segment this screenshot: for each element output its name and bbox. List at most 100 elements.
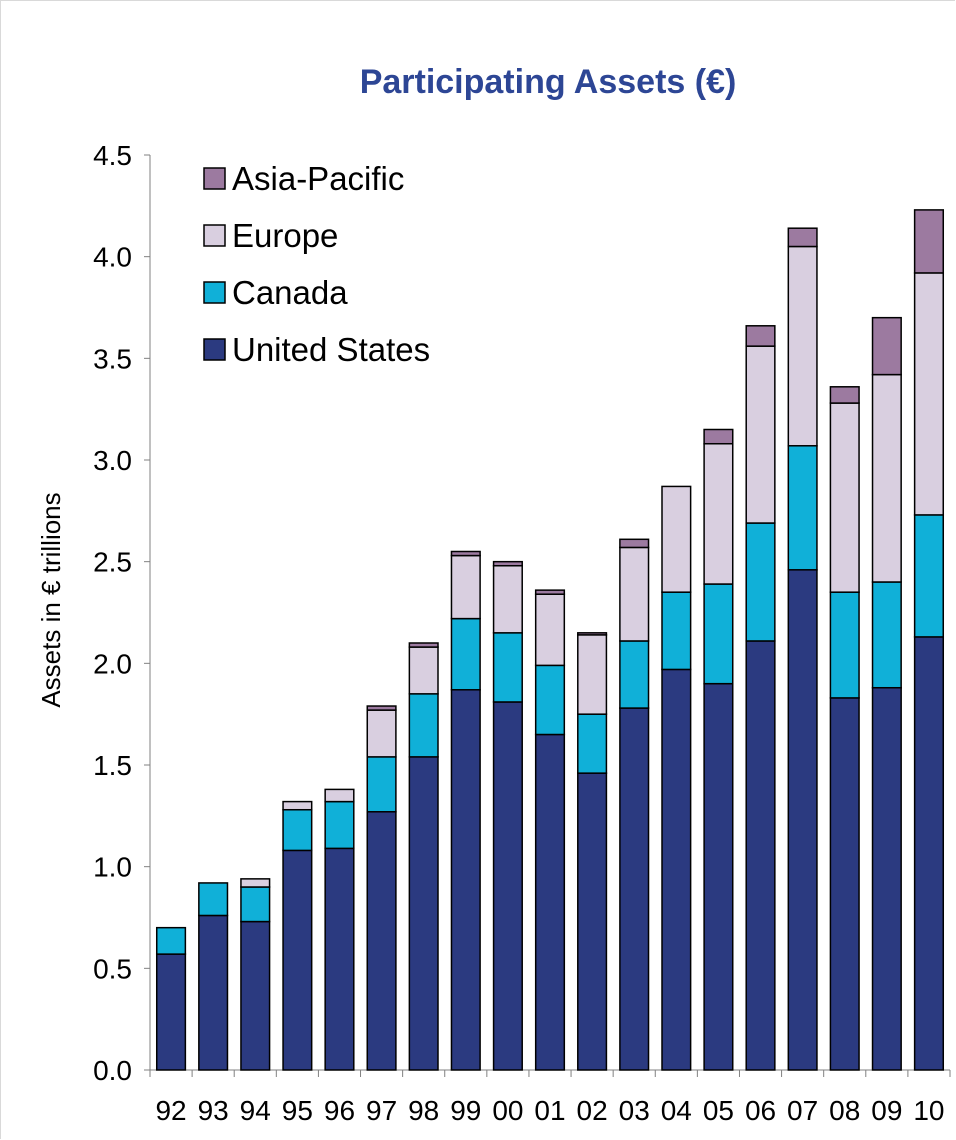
bar-segment-canada [324, 800, 355, 850]
bar-segment-united-states [577, 772, 608, 1071]
y-tick-label: 2.0 [93, 648, 132, 679]
y-tick-label: 4.5 [93, 140, 132, 171]
bar-segment-canada [913, 514, 945, 638]
bar-segment-united-states [408, 756, 439, 1071]
bar-segment-canada [198, 882, 229, 917]
bar-segment-united-states [745, 640, 776, 1071]
bar-segment-asia-pacific [871, 316, 902, 376]
bar-segment-canada [450, 617, 481, 691]
x-tick-label: 02 [577, 1095, 608, 1126]
bar-segment-europe [534, 593, 566, 667]
x-tick-label: 03 [619, 1095, 650, 1126]
bar-segment-united-states [492, 701, 523, 1071]
bar-segment-united-states [240, 920, 271, 1071]
x-tick-label: 10 [913, 1095, 944, 1126]
bar-segment-europe [619, 546, 650, 642]
x-tick-label: 93 [198, 1095, 229, 1126]
bar-segment-europe [324, 788, 355, 803]
bar-segment-europe [450, 554, 481, 620]
y-tick-label: 0.0 [93, 1055, 132, 1086]
x-tick-label: 96 [324, 1095, 355, 1126]
x-tick-label: 92 [155, 1095, 186, 1126]
bar-segment-europe [492, 564, 523, 634]
x-tick-label: 94 [240, 1095, 271, 1126]
x-tick-label: 07 [787, 1095, 818, 1126]
bar-segment-europe [661, 485, 692, 593]
y-tick-label: 3.0 [93, 445, 132, 476]
bar-segment-asia-pacific [534, 589, 566, 595]
bar-segment-canada [829, 591, 860, 699]
x-tick-label: 08 [829, 1095, 860, 1126]
bar-segment-canada [619, 640, 650, 709]
x-tick-label: 06 [745, 1095, 776, 1126]
y-axis-label: Assets in € trillions [36, 492, 66, 707]
bar-segment-united-states [450, 689, 481, 1071]
y-tick-label: 4.0 [93, 242, 132, 273]
bar-segment-united-states [155, 953, 187, 1071]
bar-segment-europe [366, 709, 397, 758]
bar-segment-europe [871, 373, 902, 583]
bar-segment-united-states [619, 707, 650, 1071]
bar-segment-canada [661, 591, 692, 671]
bar-segment-asia-pacific [408, 642, 439, 648]
legend-swatch [203, 167, 226, 190]
bar-segment-europe [787, 245, 818, 447]
bar-segment-canada [366, 756, 397, 813]
bar-segment-united-states [913, 636, 945, 1071]
bar-segment-asia-pacific [745, 325, 776, 347]
x-tick-label: 95 [282, 1095, 313, 1126]
bar-segment-europe [408, 646, 439, 695]
bar-segment-united-states [703, 682, 734, 1071]
bar-segment-united-states [324, 847, 355, 1071]
bar-segment-united-states [198, 914, 229, 1071]
x-tick-label: 97 [366, 1095, 397, 1126]
bar-segment-canada [745, 522, 776, 642]
x-tick-label: 09 [871, 1095, 902, 1126]
bar-segment-europe [577, 634, 608, 715]
bar-segment-united-states [534, 733, 566, 1071]
bar-segment-europe [703, 442, 734, 585]
bars [155, 209, 945, 1071]
bar-segment-europe [829, 402, 860, 593]
bar-segment-united-states [282, 849, 313, 1071]
y-tick-label: 1.5 [93, 750, 132, 781]
legend-swatch [203, 224, 226, 247]
bar-segment-canada [787, 445, 818, 571]
bar-segment-canada [155, 926, 187, 955]
bar-segment-united-states [829, 697, 860, 1071]
x-tick-label: 98 [408, 1095, 439, 1126]
bar-segment-asia-pacific [829, 386, 860, 404]
bar-segment-canada [534, 664, 566, 736]
axes: 0.0 0.5 1.0 1.5 2.0 2.5 3.0 3.5 4.0 4.5 92 93 94 95 96… [93, 140, 951, 1126]
bar-segment-europe [745, 345, 776, 524]
legend-label: Asia-Pacific [232, 160, 404, 197]
bar-segment-canada [703, 583, 734, 685]
x-tick-label: 05 [703, 1095, 734, 1126]
bar-segment-canada [240, 886, 271, 923]
y-tick-label: 1.0 [93, 852, 132, 883]
legend-label: Canada [232, 274, 348, 311]
bar-segment-asia-pacific [787, 227, 818, 248]
bar-segment-united-states [366, 811, 397, 1071]
bar-segment-asia-pacific [619, 538, 650, 549]
bar-segment-canada [871, 581, 902, 689]
x-tick-label: 04 [661, 1095, 692, 1126]
bar-segment-asia-pacific [366, 705, 397, 711]
bar-segment-europe [913, 272, 945, 516]
bar-segment-asia-pacific [577, 632, 608, 636]
bar-segment-united-states [787, 569, 818, 1071]
bar-segment-europe [282, 800, 313, 811]
bar-segment-canada [577, 713, 608, 774]
bar-segment-asia-pacific [450, 550, 481, 557]
bar-segment-asia-pacific [492, 560, 523, 567]
bar-segment-canada [492, 632, 523, 703]
bar-segment-canada [408, 693, 439, 758]
bar-segment-canada [282, 808, 313, 852]
bar-segment-united-states [871, 686, 902, 1071]
x-tick-label: 00 [492, 1095, 523, 1126]
y-tick-label: 3.5 [93, 343, 132, 374]
legend: Asia-Pacific Europe Canada United States [203, 160, 430, 368]
legend-label: United States [232, 331, 430, 368]
x-tick-label: 99 [450, 1095, 481, 1126]
